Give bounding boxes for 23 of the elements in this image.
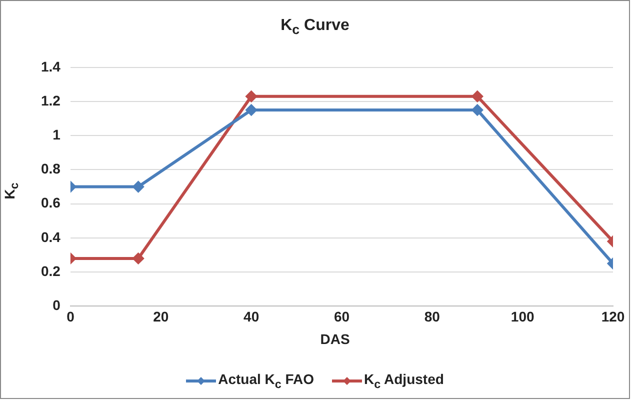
x-tick-label: 120 [601,308,625,324]
y-tick-label: 0 [52,297,61,314]
y-tick-label: 0.6 [40,194,61,211]
point [132,252,144,264]
point [132,181,144,192]
point [246,90,257,102]
point [246,104,257,116]
x-axis-title: DAS [319,331,351,347]
y-tick-label: 1 [52,126,61,142]
legend-label: K$_{c}$ Adjusted [364,371,444,391]
chart-title: K$_{c}$ Curve [280,17,350,38]
x-tick-label: 40 [244,308,260,324]
y-tick-label: 0.4 [40,228,61,245]
y-tick-label: 0.8 [40,160,61,177]
x-tick-label: 80 [424,308,440,324]
y-tick-label: 1.4 [40,58,61,74]
x-tick-label: 0 [66,308,75,324]
y-tick-label: 1.2 [40,92,61,108]
x-tick-label: 100 [510,308,534,324]
legend-label: Actual K$_{c}$ FAO [218,371,314,391]
y-tick-label: 0.2 [40,262,61,279]
x-tick-label: 60 [334,308,350,324]
x-tick-label: 20 [153,308,169,324]
